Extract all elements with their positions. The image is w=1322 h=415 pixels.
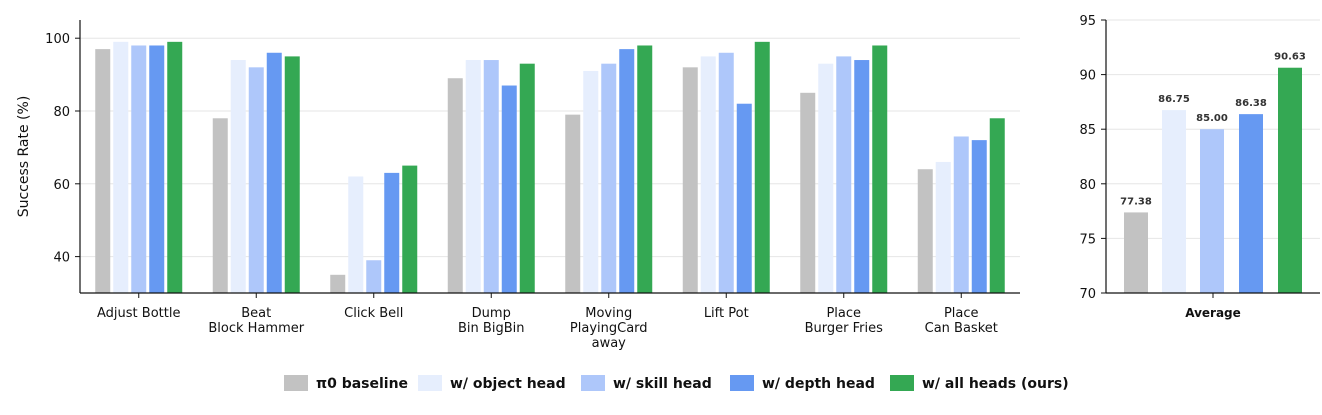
data-label: 85.00 (1196, 113, 1228, 124)
legend-label: w/ all heads (ours) (922, 376, 1069, 392)
y-tick-label: 40 (53, 251, 70, 266)
x-tick-label: Adjust Bottle (97, 306, 180, 321)
bar (1278, 67, 1302, 293)
bar (149, 45, 165, 294)
legend-label: w/ object head (450, 376, 566, 392)
bar (836, 56, 852, 294)
bar (989, 118, 1005, 293)
bar (1124, 212, 1148, 293)
bar (402, 165, 418, 293)
data-label: 90.63 (1274, 52, 1306, 63)
bar (113, 41, 129, 294)
bar (519, 63, 535, 294)
y-axis-label: Success Rate (%) (16, 96, 32, 218)
bar (953, 136, 969, 293)
bar (565, 114, 581, 293)
x-tick-label: Place (826, 306, 861, 321)
bar (248, 67, 264, 293)
legend: π0 baseline w/ object head w/ skill head w/… (284, 375, 1069, 392)
bar (348, 176, 364, 293)
x-tick-label: Block Hammer (208, 321, 304, 336)
legend-swatch (730, 375, 754, 391)
bar (447, 78, 463, 294)
bar (1239, 114, 1263, 293)
legend-swatch (581, 375, 605, 391)
bar (619, 49, 635, 294)
bar (800, 92, 816, 293)
bar (917, 169, 933, 293)
bar (854, 60, 870, 293)
legend-swatch (890, 375, 914, 391)
legend-label: w/ skill head (613, 376, 712, 392)
bar (718, 52, 734, 294)
x-tick-label: Click Bell (344, 306, 403, 321)
bar (601, 63, 617, 294)
x-tick-label: Bin BigBin (458, 321, 524, 336)
bar (366, 260, 382, 293)
bar (384, 172, 400, 293)
x-axis-label: Average (1185, 306, 1241, 320)
legend-swatch (284, 375, 308, 391)
x-tick-label: Can Basket (925, 321, 998, 336)
y-tick-label: 70 (1079, 287, 1096, 302)
bar (330, 274, 346, 293)
bar (872, 45, 888, 294)
data-label: 86.38 (1235, 98, 1267, 109)
legend-label: π0 baseline (316, 376, 408, 392)
data-label: 86.75 (1158, 94, 1190, 105)
y-tick-label: 95 (1079, 14, 1096, 29)
bar (754, 41, 770, 294)
bar (1162, 110, 1186, 293)
y-tick-label: 60 (53, 178, 70, 193)
x-tick-label: Lift Pot (704, 306, 749, 321)
x-tick-label: Dump (472, 306, 511, 321)
x-tick-label: PlayingCard (570, 321, 648, 336)
legend-swatch (418, 375, 442, 391)
bar (501, 85, 517, 294)
y-tick-label: 80 (1079, 178, 1096, 193)
x-tick-label: Beat (241, 306, 271, 321)
bar (971, 140, 987, 293)
bar (167, 41, 183, 294)
y-tick-label: 85 (1079, 123, 1096, 138)
average-bar-chart: 70 75 80 85 90 95 77.38 86.75 85.00 86.38 90.63 Ave… (1079, 14, 1320, 320)
bar (284, 56, 300, 294)
x-tick-label: away (592, 336, 627, 351)
bar (682, 67, 698, 293)
data-label: 77.38 (1120, 196, 1152, 207)
bar (465, 60, 481, 293)
bar (483, 60, 499, 293)
bar (935, 161, 951, 293)
bar (230, 60, 246, 293)
bar (266, 52, 282, 294)
bar (818, 63, 834, 294)
legend-label: w/ depth head (762, 376, 875, 392)
bar (131, 45, 147, 294)
x-tick-label: Burger Fries (805, 321, 883, 336)
y-tick-label: 80 (53, 105, 70, 120)
x-tick-label: Moving (585, 306, 632, 321)
bar (637, 45, 653, 294)
x-tick-label: Place (944, 306, 979, 321)
bar (1200, 129, 1224, 293)
bar (736, 103, 752, 293)
y-tick-label: 90 (1079, 69, 1096, 84)
bar (583, 70, 599, 294)
y-tick-label: 100 (45, 32, 70, 47)
bar (212, 118, 228, 293)
y-tick-label: 75 (1079, 232, 1096, 247)
bar (700, 56, 716, 294)
bar (95, 49, 111, 294)
